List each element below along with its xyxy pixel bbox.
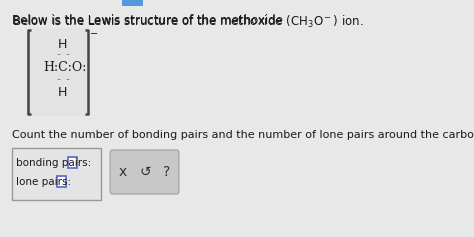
- Text: ··: ··: [65, 76, 70, 85]
- Text: Below is the Lewis structure of the methoxide: Below is the Lewis structure of the meth…: [12, 14, 287, 27]
- FancyBboxPatch shape: [68, 157, 77, 168]
- Text: H:C:O:: H:C:O:: [43, 61, 87, 74]
- Text: x: x: [118, 165, 127, 179]
- FancyBboxPatch shape: [110, 150, 179, 194]
- Text: ↺: ↺: [139, 165, 151, 179]
- FancyBboxPatch shape: [122, 0, 143, 6]
- FancyBboxPatch shape: [57, 176, 66, 187]
- Text: lone pairs:: lone pairs:: [16, 177, 72, 187]
- Text: H: H: [57, 86, 67, 99]
- Text: H: H: [57, 38, 67, 51]
- Text: ··: ··: [56, 76, 62, 85]
- Text: Count the number of bonding pairs and the number of lone pairs around the carbon: Count the number of bonding pairs and th…: [12, 130, 474, 140]
- Text: ··: ··: [65, 51, 70, 60]
- Text: ?: ?: [163, 165, 170, 179]
- Text: ··: ··: [56, 51, 62, 60]
- Text: bonding pairs:: bonding pairs:: [16, 158, 91, 168]
- FancyBboxPatch shape: [12, 148, 100, 200]
- FancyBboxPatch shape: [26, 28, 91, 116]
- Text: −: −: [91, 29, 99, 39]
- Text: Below is the Lewis structure of the methoxide $\mathregular{(CH_3O^-)}$ ion.: Below is the Lewis structure of the meth…: [12, 14, 364, 30]
